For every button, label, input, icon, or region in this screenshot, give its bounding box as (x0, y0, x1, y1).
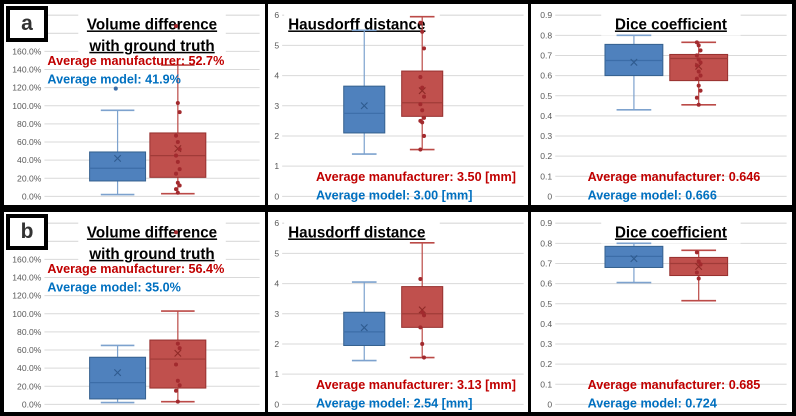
svg-text:0.5: 0.5 (541, 298, 553, 308)
svg-text:80.0%: 80.0% (17, 119, 42, 129)
svg-text:5: 5 (274, 248, 279, 258)
svg-text:80.0%: 80.0% (17, 326, 42, 336)
svg-text:with ground truth: with ground truth (88, 38, 214, 55)
panel-b-hausdorff-distance: 0 1 2 3 4 5 6 Hausdorff distance Average manufac… (264, 211, 529, 412)
svg-text:Average manufacturer: 0.646: Average manufacturer: 0.646 (588, 170, 761, 184)
svg-text:3: 3 (274, 308, 279, 318)
svg-text:2: 2 (274, 338, 279, 348)
svg-text:20.0%: 20.0% (17, 173, 42, 183)
svg-text:60.0%: 60.0% (17, 137, 42, 147)
row-label-b: b (6, 213, 48, 250)
svg-text:0: 0 (548, 399, 553, 409)
row-divider (4, 204, 792, 212)
svg-text:Average manufacturer: 3.50 [mm: Average manufacturer: 3.50 [mm] (316, 170, 516, 184)
svg-text:0.6: 0.6 (541, 278, 553, 288)
svg-text:0.7: 0.7 (541, 258, 553, 268)
svg-text:0.9: 0.9 (541, 10, 553, 20)
panel-a-hausdorff-distance: 0 1 2 3 4 5 6 Hausdorff distance Average manufac… (264, 4, 529, 205)
panel-b-volume-difference: 0.0% 20.0% 40.0% 60.0% 80.0% 100.0% 120.0% 140.… (4, 211, 265, 412)
boxplot-a-volume-difference: 0.0% 20.0% 40.0% 60.0% 80.0% 100.0% 120.0% 140.… (12, 8, 260, 201)
svg-text:Average manufacturer: 56.4%: Average manufacturer: 56.4% (47, 262, 224, 276)
svg-text:0.2: 0.2 (541, 359, 553, 369)
svg-text:Average model: 2.54 [mm]: Average model: 2.54 [mm] (316, 396, 473, 410)
svg-text:0.7: 0.7 (541, 50, 553, 60)
svg-text:0.3: 0.3 (541, 131, 553, 141)
svg-text:5: 5 (274, 40, 279, 50)
svg-text:0.0%: 0.0% (22, 191, 42, 201)
svg-text:0.1: 0.1 (541, 171, 553, 181)
svg-text:4: 4 (274, 278, 279, 288)
svg-text:Dice coefficient: Dice coefficient (615, 224, 727, 241)
svg-text:6: 6 (274, 10, 279, 20)
svg-text:0.4: 0.4 (541, 111, 553, 121)
svg-text:0.3: 0.3 (541, 338, 553, 348)
svg-text:Average model: 0.666: Average model: 0.666 (588, 188, 717, 202)
svg-text:1: 1 (274, 369, 279, 379)
svg-text:60.0%: 60.0% (17, 345, 42, 355)
row-label-a: a (6, 6, 48, 42)
svg-text:160.0%: 160.0% (12, 46, 41, 56)
svg-text:Average model: 0.724: Average model: 0.724 (588, 396, 717, 410)
svg-text:Average manufacturer: 3.13 [mm: Average manufacturer: 3.13 [mm] (316, 378, 516, 392)
svg-text:Volume difference: Volume difference (87, 224, 217, 241)
svg-text:140.0%: 140.0% (12, 272, 41, 282)
svg-text:Average manufacturer: 52.7%: Average manufacturer: 52.7% (47, 54, 224, 68)
svg-text:Average model: 3.00 [mm]: Average model: 3.00 [mm] (316, 188, 473, 202)
svg-text:0.9: 0.9 (541, 218, 553, 228)
boxplot-a-dice-coefficient: 0 0.1 0.2 0.3 0.4 0.5 0.6 0.7 0.8 0.9 Dice coeffic… (541, 8, 787, 202)
svg-text:0: 0 (274, 191, 279, 201)
panel-a-volume-difference: 0.0% 20.0% 40.0% 60.0% 80.0% 100.0% 120.0% 140.… (4, 4, 265, 205)
svg-text:1: 1 (274, 161, 279, 171)
svg-text:6: 6 (274, 218, 279, 228)
svg-text:20.0%: 20.0% (17, 381, 42, 391)
boxplot-b-volume-difference: 0.0% 20.0% 40.0% 60.0% 80.0% 100.0% 120.0% 140.… (12, 215, 260, 409)
panel-a-dice-coefficient: 0 0.1 0.2 0.3 0.4 0.5 0.6 0.7 0.8 0.9 Dice coeffic… (528, 4, 793, 205)
boxplot-b-hausdorff-distance: 0 1 2 3 4 5 6 Hausdorff distance Average manufac… (274, 215, 524, 410)
figure-row-b: b 0.0% 20.0% 40.0% 60.0% 80.0% 100.0% 120.0% 14… (4, 211, 793, 412)
svg-text:40.0%: 40.0% (17, 363, 42, 373)
svg-text:0.6: 0.6 (541, 71, 553, 81)
svg-text:100.0%: 100.0% (12, 101, 41, 111)
boxplot-a-hausdorff-distance: 0 1 2 3 4 5 6 Hausdorff distance Average manufac… (274, 8, 524, 202)
svg-text:120.0%: 120.0% (12, 290, 41, 300)
svg-text:0.8: 0.8 (541, 238, 553, 248)
svg-text:0: 0 (274, 399, 279, 409)
svg-text:120.0%: 120.0% (12, 83, 41, 93)
svg-text:Dice coefficient: Dice coefficient (615, 16, 727, 33)
figure-row-a: a 0.0% 20.0% 40.0% 60.0% 80.0% 100.0% 120.0% 14… (4, 4, 793, 205)
svg-text:Hausdorff distance: Hausdorff distance (288, 16, 425, 33)
svg-text:4: 4 (274, 71, 279, 81)
svg-text:Average manufacturer: 0.685: Average manufacturer: 0.685 (588, 378, 761, 392)
svg-text:0: 0 (548, 191, 553, 201)
svg-text:0.1: 0.1 (541, 379, 553, 389)
svg-text:3: 3 (274, 101, 279, 111)
svg-text:Hausdorff distance: Hausdorff distance (288, 224, 425, 241)
svg-text:0.2: 0.2 (541, 151, 553, 161)
svg-text:Volume difference: Volume difference (87, 16, 217, 33)
svg-text:0.5: 0.5 (541, 91, 553, 101)
svg-text:Average model: 41.9%: Average model: 41.9% (47, 72, 180, 86)
svg-text:0.0%: 0.0% (22, 399, 42, 409)
svg-text:0.4: 0.4 (541, 318, 553, 328)
svg-text:2: 2 (274, 131, 279, 141)
svg-text:140.0%: 140.0% (12, 65, 41, 75)
svg-text:with ground truth: with ground truth (88, 245, 214, 262)
svg-text:0.8: 0.8 (541, 30, 553, 40)
svg-text:40.0%: 40.0% (17, 155, 42, 165)
boxplot-b-dice-coefficient: 0 0.1 0.2 0.3 0.4 0.5 0.6 0.7 0.8 0.9 Dice coeffic… (541, 215, 787, 410)
svg-text:Average model: 35.0%: Average model: 35.0% (47, 280, 180, 294)
panel-b-dice-coefficient: 0 0.1 0.2 0.3 0.4 0.5 0.6 0.7 0.8 0.9 Dice coeffic… (528, 211, 793, 412)
svg-text:160.0%: 160.0% (12, 254, 41, 264)
svg-text:100.0%: 100.0% (12, 308, 41, 318)
